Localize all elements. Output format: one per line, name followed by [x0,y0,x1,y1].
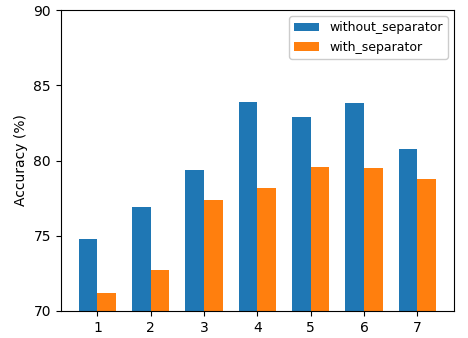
Bar [345,103,364,338]
Bar [79,239,97,338]
Bar [257,188,276,338]
Legend: without_separator, with_separator: without_separator, with_separator [289,16,448,58]
Bar [204,200,223,338]
Bar [132,207,151,338]
Bar [292,117,311,338]
Bar [97,293,116,338]
Bar [185,170,204,338]
Y-axis label: Accuracy (%): Accuracy (%) [14,115,28,207]
Bar [239,102,257,338]
Bar [364,168,383,338]
Bar [417,178,436,338]
Bar [399,148,417,338]
Bar [311,167,329,338]
Bar [151,270,169,338]
